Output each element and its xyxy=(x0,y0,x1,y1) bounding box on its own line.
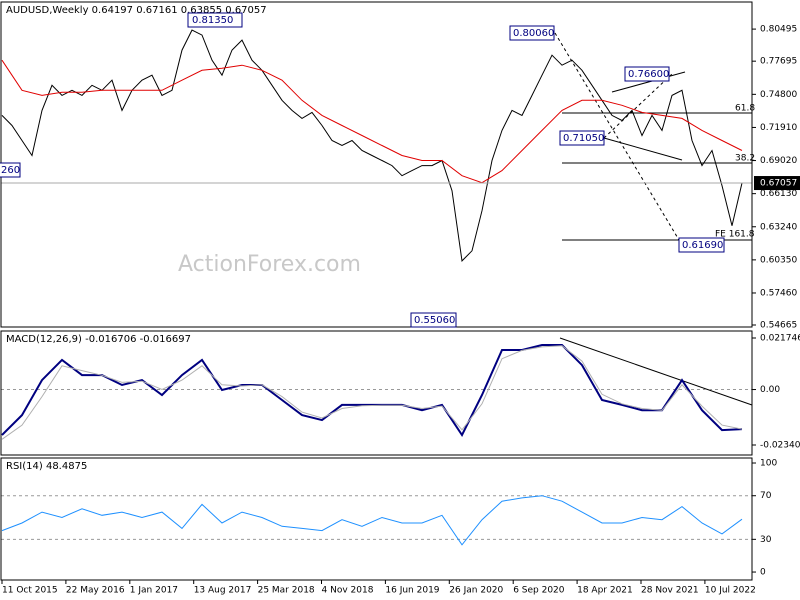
x-tick-label: 1 Jan 2017 xyxy=(130,586,178,596)
y-tick-label: 0 xyxy=(760,568,766,578)
y-tick-label: 0.63240 xyxy=(760,222,797,232)
x-tick-label: 6 Sep 2020 xyxy=(513,586,565,596)
panel-frame xyxy=(0,457,753,581)
fib-label: 61.8 xyxy=(735,104,755,114)
y-tick-label: 0.77695 xyxy=(760,57,797,67)
x-tick-label: 25 Mar 2018 xyxy=(258,586,315,596)
series-line xyxy=(1,344,743,437)
annotation: 0.61690 xyxy=(682,240,723,251)
watermark: ActionForex.com xyxy=(178,252,361,277)
panel-title: AUDUSD,Weekly 0.64197 0.67161 0.63855 0.… xyxy=(6,5,267,16)
panel-frame xyxy=(0,330,753,456)
x-tick-label: 4 Nov 2018 xyxy=(322,586,374,596)
annotation: 0.80060 xyxy=(513,28,554,39)
annotation-box xyxy=(187,12,243,28)
y-tick-label: 0.60350 xyxy=(760,255,797,265)
x-tick-label: 22 May 2016 xyxy=(66,586,125,596)
series-line xyxy=(1,59,743,184)
series-line xyxy=(1,495,743,546)
channel-line xyxy=(603,137,683,161)
current-price-box xyxy=(754,176,800,191)
y-tick-label: -0.023404 xyxy=(760,441,800,451)
y-tick-label: 0.71910 xyxy=(760,123,797,133)
dashed-line xyxy=(554,32,683,246)
y-tick-label: 0.66130 xyxy=(760,189,797,199)
x-tick-label: 26 Jan 2020 xyxy=(449,586,503,596)
fib-label: 38.2 xyxy=(735,154,755,164)
annotation-box xyxy=(0,162,21,178)
y-tick-label: 100 xyxy=(760,459,777,469)
annotation: 0.71050 xyxy=(563,133,604,144)
panel-title: MACD(12,26,9) -0.016706 -0.016697 xyxy=(6,334,191,345)
x-tick-label: 16 Jun 2019 xyxy=(385,586,439,596)
drawings xyxy=(1,29,753,546)
x-tick-label: 28 Nov 2021 xyxy=(641,586,699,596)
x-tick-label: 13 Aug 2017 xyxy=(194,586,252,596)
current-price-label: 0.67057 xyxy=(760,179,797,189)
y-tick-label: 30 xyxy=(760,535,772,545)
series-line xyxy=(1,29,743,262)
channel-line xyxy=(611,71,686,93)
y-tick-label: 0.021746 xyxy=(760,334,800,344)
macd-trendline xyxy=(559,337,753,406)
annotations: 0.81350 0.80060 0.76600 0.71050 0.61690 … xyxy=(0,12,755,328)
series-line xyxy=(1,345,743,440)
y-tick-label: 0.80495 xyxy=(760,25,797,35)
annotation-box xyxy=(678,237,725,253)
annotation: 0.81350 xyxy=(192,15,233,26)
x-tick-label: 11 Oct 2015 xyxy=(2,586,58,596)
annotation-box xyxy=(410,312,457,328)
annotation: 0.55060 xyxy=(414,315,455,326)
y-tick-label: 0.74800 xyxy=(760,90,797,100)
y-tick-label: 0.54665 xyxy=(760,320,797,330)
y-tick-label: 0.69020 xyxy=(760,156,797,166)
annotation-box xyxy=(509,25,555,41)
x-tick-label: 18 Apr 2021 xyxy=(577,586,633,596)
y-tick-label: 70 xyxy=(760,491,772,501)
panel-title: RSI(14) 48.4875 xyxy=(6,461,87,472)
annotation-box xyxy=(559,130,605,146)
fib-label: FE 161.8 xyxy=(715,230,755,240)
x-tick-label: 10 Jul 2022 xyxy=(705,586,756,596)
annotation: 260 xyxy=(1,165,20,176)
annotation: 0.76600 xyxy=(628,69,669,80)
y-tick-label: 0.00 xyxy=(760,385,780,395)
y-tick-label: 0.57460 xyxy=(760,288,797,298)
annotation-box xyxy=(624,66,670,82)
